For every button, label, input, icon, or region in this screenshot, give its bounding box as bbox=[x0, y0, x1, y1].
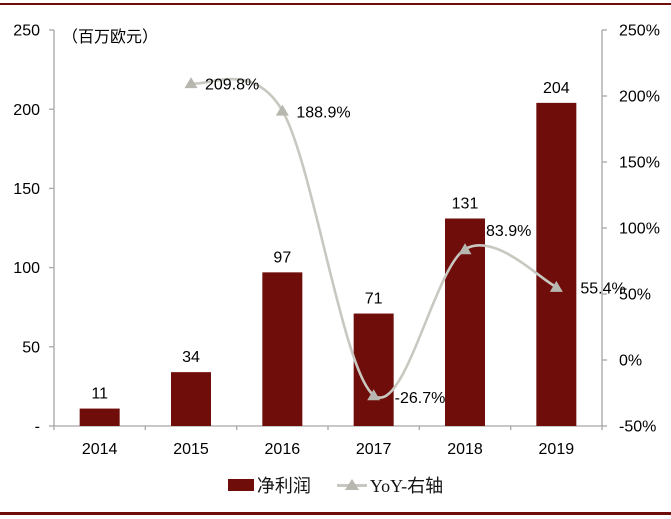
bar-2016 bbox=[262, 272, 303, 426]
line-triangle-swatch-icon bbox=[336, 478, 367, 492]
yoy-marker-2018 bbox=[458, 243, 472, 255]
right-axis-tick-label: -50% bbox=[619, 419, 656, 436]
bar-swatch-icon bbox=[227, 479, 254, 491]
yoy-value-label-2019: 55.4% bbox=[580, 280, 625, 297]
left-axis-tick-label: 100 bbox=[13, 260, 40, 277]
x-axis-label-2017: 2017 bbox=[356, 441, 392, 458]
bar-value-label-2014: 11 bbox=[91, 386, 108, 403]
yoy-line bbox=[190, 77, 557, 399]
left-axis-tick-label: 250 bbox=[13, 23, 40, 40]
bar-2017 bbox=[353, 313, 394, 426]
chart-legend: 净利润 YoY-右轴 bbox=[0, 473, 671, 497]
bar-2019 bbox=[536, 102, 577, 426]
yoy-value-label-2016: 188.9% bbox=[296, 104, 350, 121]
right-axis-tick-label: 50% bbox=[619, 287, 651, 304]
yoy-value-label-2017: -26.7% bbox=[395, 390, 446, 407]
right-axis-tick-label: 0% bbox=[619, 353, 642, 370]
right-axis-tick-label: 150% bbox=[619, 155, 660, 172]
left-axis-tick-label: 50 bbox=[22, 339, 40, 356]
bar-value-label-2019: 204 bbox=[543, 80, 570, 97]
x-axis-label-2018: 2018 bbox=[447, 441, 483, 458]
yoy-value-label-2015: 209.8% bbox=[205, 77, 259, 94]
left-axis-tick-label: 200 bbox=[13, 102, 40, 119]
bar-value-label-2018: 131 bbox=[452, 195, 479, 212]
top-border-line bbox=[0, 3, 671, 5]
axis-unit-label: （百万欧元） bbox=[62, 29, 159, 46]
yoy-marker-2017 bbox=[367, 389, 381, 401]
bar-value-label-2016: 97 bbox=[273, 249, 291, 266]
bar-2015 bbox=[171, 372, 211, 426]
legend-label-yoy: YoY-右轴 bbox=[369, 476, 444, 496]
bottom-border-line bbox=[0, 512, 671, 515]
left-axis-tick-label: - bbox=[35, 419, 40, 436]
x-axis-label-2015: 2015 bbox=[173, 441, 209, 458]
left-axis-tick-label: 150 bbox=[13, 181, 40, 198]
yoy-marker-2019 bbox=[549, 280, 563, 292]
bar-value-label-2015: 34 bbox=[182, 349, 200, 366]
bar-value-label-2017: 71 bbox=[365, 291, 383, 308]
legend-label-net-profit: 净利润 bbox=[256, 476, 311, 496]
x-axis-label-2019: 2019 bbox=[539, 441, 575, 458]
right-axis-tick-label: 100% bbox=[619, 221, 660, 238]
legend-item-yoy: YoY-右轴 bbox=[336, 472, 444, 498]
yoy-marker-2015 bbox=[184, 77, 198, 89]
bar-2014 bbox=[79, 408, 120, 426]
x-axis-label-2016: 2016 bbox=[265, 441, 301, 458]
yoy-marker-2016 bbox=[275, 104, 289, 116]
yoy-value-label-2018: 83.9% bbox=[486, 223, 531, 240]
right-axis-tick-label: 200% bbox=[619, 89, 660, 106]
x-axis-label-2014: 2014 bbox=[82, 441, 118, 458]
legend-item-net-profit: 净利润 bbox=[227, 472, 311, 498]
right-axis-tick-label: 250% bbox=[619, 23, 660, 40]
